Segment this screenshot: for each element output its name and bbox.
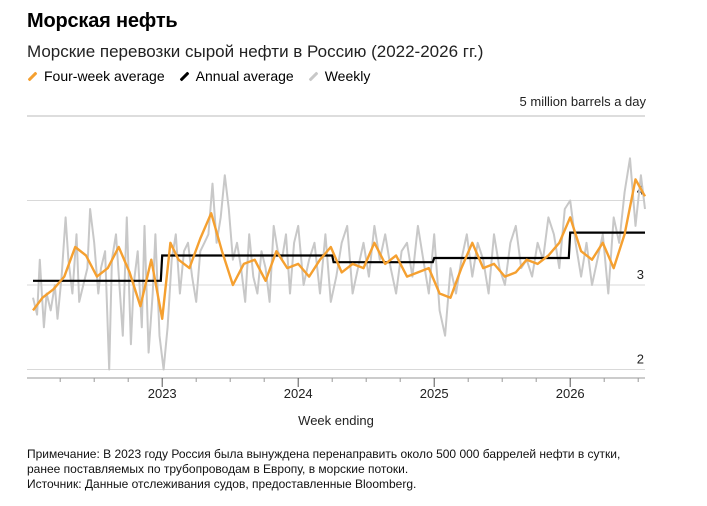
x-tick-label: 2023 (148, 386, 177, 401)
note-line: Примечание: В 2023 году Россия была выну… (27, 447, 621, 461)
legend-label-weekly: Weekly (324, 68, 371, 84)
unit-label: 5 million barrels a day (519, 94, 646, 109)
series-line-four-week (32, 178, 647, 320)
x-tick-label: 2026 (556, 386, 585, 401)
notes: Примечание: В 2023 году Россия была выну… (27, 447, 620, 492)
legend-label-four-week: Four-week average (44, 68, 165, 84)
note-line: ранее поставляемых по трубопроводам в Ев… (27, 462, 409, 476)
chart-title: Морская нефть (27, 10, 178, 32)
y-tick-label: 3 (637, 267, 644, 282)
y-tick-label: 2 (637, 352, 644, 367)
x-axis-title: Week ending (298, 413, 374, 428)
x-tick-label: 2025 (420, 386, 449, 401)
legend-item-weekly: Weekly (308, 68, 371, 84)
legend-item-four-week: Four-week average (27, 68, 165, 84)
legend-item-annual: Annual average (179, 68, 294, 84)
x-tick-label: 2024 (284, 386, 313, 401)
legend: Four-week average Annual average Weekly (27, 68, 370, 84)
chart-subtitle: Морские перевозки сырой нефти в Россию (… (27, 42, 484, 61)
legend-label-annual: Annual average (195, 68, 294, 84)
source-line: Источник: Данные отслеживания судов, пре… (27, 477, 417, 491)
